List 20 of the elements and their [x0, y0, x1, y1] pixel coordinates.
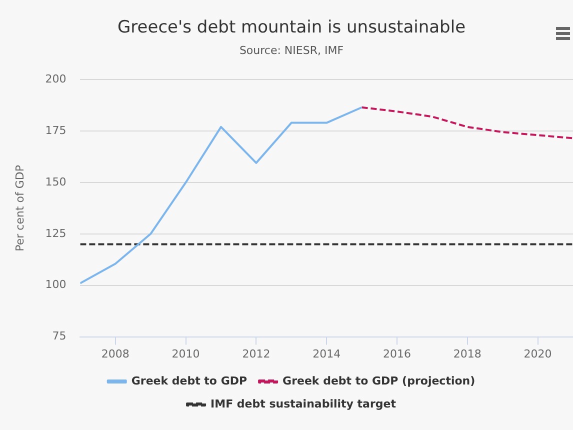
chart-title: Greece's debt mountain is unsustainable — [117, 18, 466, 38]
y-tick-label: 200 — [45, 72, 66, 86]
x-tick-label: 2010 — [172, 347, 200, 360]
y-tick-label: 175 — [45, 124, 66, 137]
legend-label: Greek debt to GDP — [131, 374, 248, 388]
x-tick-label: 2012 — [242, 347, 270, 360]
y-tick-label: 125 — [45, 226, 66, 240]
y-axis-title: Per cent of GDP — [13, 164, 26, 252]
chart-subtitle: Source: NIESR, IMF — [239, 44, 344, 57]
legend-label: Greek debt to GDP (projection) — [282, 374, 476, 388]
legend-label: IMF debt sustainability target — [210, 397, 396, 410]
y-tick-label: 75 — [52, 330, 66, 343]
y-tick-label: 150 — [45, 175, 66, 188]
x-tick-label: 2016 — [383, 347, 411, 360]
x-tick-label: 2020 — [524, 347, 552, 360]
line-series — [360, 106, 573, 140]
x-tick-label: 2008 — [101, 347, 130, 360]
x-tick-label: 2018 — [453, 347, 482, 360]
x-tick-label: 2014 — [312, 347, 341, 360]
y-tick-label: 100 — [45, 278, 66, 292]
